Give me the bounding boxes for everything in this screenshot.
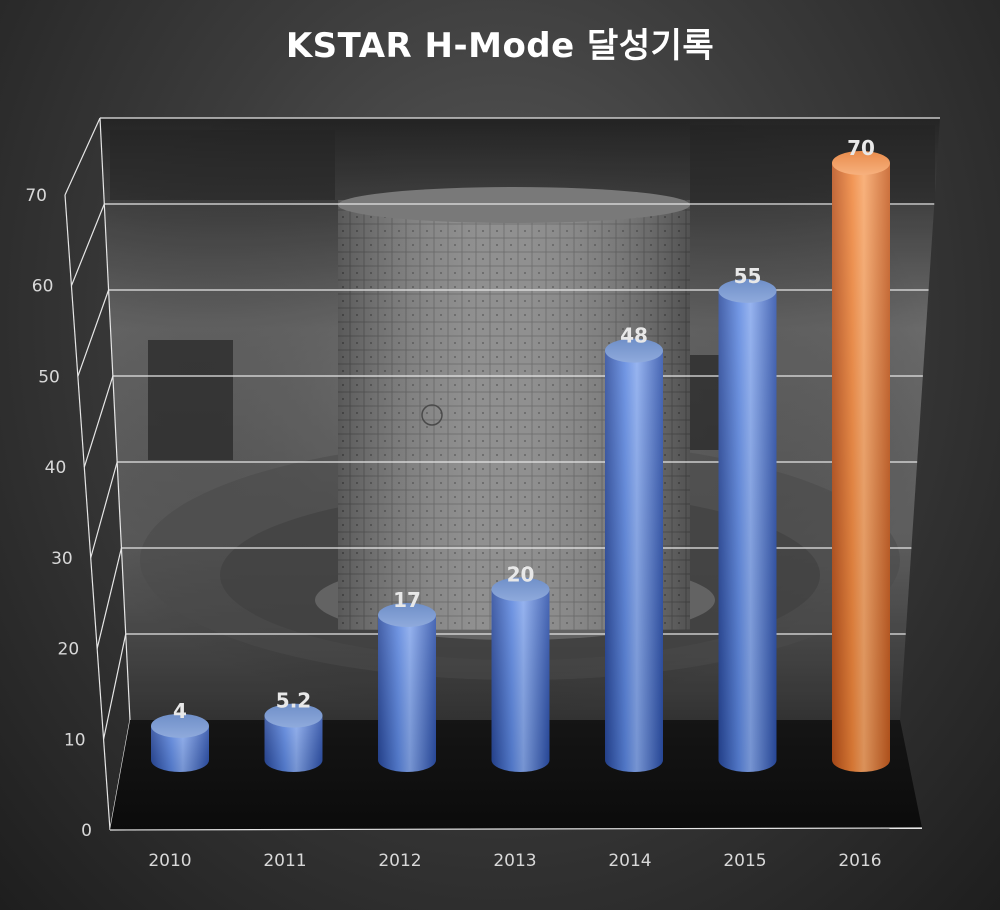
x-axis-ticks: 2010 2011 2012 2013 2014 2015 2016 bbox=[148, 851, 881, 871]
bar bbox=[491, 577, 550, 772]
y-tick-label: 50 bbox=[38, 367, 60, 387]
data-label: 55 bbox=[734, 264, 762, 288]
x-tick-label: 2015 bbox=[723, 851, 766, 871]
y-tick-label: 0 bbox=[81, 821, 92, 841]
gridline-diagonal bbox=[102, 633, 127, 740]
y-axis-ticks: 0 10 20 30 40 50 60 70 bbox=[25, 186, 92, 841]
data-labels: 4 5.2 17 20 48 55 70 bbox=[173, 136, 875, 723]
gridline-diagonal bbox=[77, 289, 110, 377]
gridline-diagonal bbox=[64, 117, 101, 196]
y-tick-label: 20 bbox=[58, 640, 80, 660]
x-tick-label: 2011 bbox=[263, 851, 306, 871]
x-tick-label: 2010 bbox=[148, 851, 191, 871]
bar bbox=[718, 278, 777, 772]
x-tick-label: 2014 bbox=[608, 851, 651, 871]
x-tick-label: 2013 bbox=[493, 851, 536, 871]
bar bbox=[264, 703, 323, 772]
x-tick-label: 2012 bbox=[378, 851, 421, 871]
y-tick-label: 40 bbox=[45, 458, 67, 478]
y-tick-label: 70 bbox=[25, 186, 47, 206]
y-tick-label: 30 bbox=[51, 549, 73, 569]
gridline-diagonal bbox=[96, 547, 123, 649]
bar bbox=[378, 603, 436, 772]
gridlines bbox=[64, 117, 940, 831]
data-label: 4 bbox=[173, 699, 187, 723]
bar bbox=[605, 338, 663, 772]
y-tick-label: 60 bbox=[32, 277, 54, 297]
bars bbox=[151, 151, 890, 772]
data-label: 17 bbox=[393, 588, 421, 612]
gridline-diagonal bbox=[70, 203, 105, 286]
data-label: 5.2 bbox=[276, 689, 311, 713]
data-label: 20 bbox=[507, 562, 535, 586]
bar bbox=[151, 713, 209, 772]
data-label: 70 bbox=[847, 136, 875, 160]
chart-title: KSTAR H-Mode 달성기록 bbox=[285, 26, 715, 66]
data-label: 48 bbox=[620, 324, 648, 348]
bar bbox=[832, 151, 890, 772]
gridline-diagonal bbox=[90, 461, 118, 559]
x-tick-label: 2016 bbox=[838, 851, 881, 871]
gridline-diagonal bbox=[83, 375, 114, 468]
y-tick-label: 10 bbox=[64, 730, 86, 750]
